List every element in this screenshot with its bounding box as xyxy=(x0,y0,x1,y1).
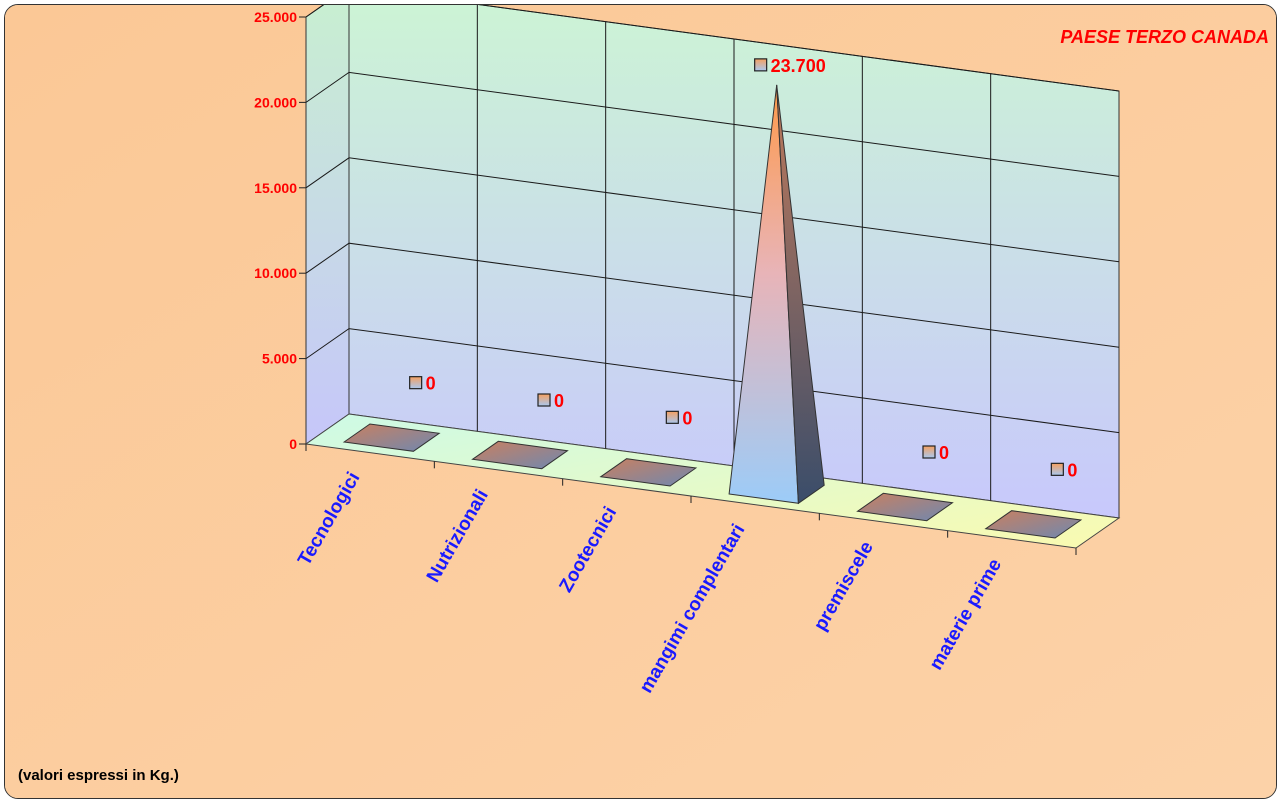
bar-0 xyxy=(342,423,441,452)
bar-side xyxy=(776,84,825,505)
y-tick-label: 15.000 xyxy=(254,180,297,196)
gridlines xyxy=(305,5,1120,501)
legend-key-marker xyxy=(1050,462,1064,476)
chart-svg: 0 5.000 10.000 15.000 20.000 25.000 0 0 0 23.700… xyxy=(5,5,1276,798)
side-wall xyxy=(305,5,350,445)
legend-key-marker xyxy=(665,410,679,424)
bar-4 xyxy=(856,492,954,522)
legend-key-marker xyxy=(754,58,768,72)
legend-key-marker xyxy=(409,376,423,390)
bar-2 xyxy=(599,458,698,487)
y-tick-label: 0 xyxy=(289,436,297,452)
data-label: 0 xyxy=(554,391,564,411)
data-label: 0 xyxy=(939,443,949,463)
bars xyxy=(342,84,1083,539)
bar-1 xyxy=(471,440,569,470)
y-tick-label: 5.000 xyxy=(262,351,297,367)
y-axis: 0 5.000 10.000 15.000 20.000 25.000 xyxy=(254,9,1077,555)
chart-title: PAESE TERZO CANADA xyxy=(1060,27,1269,47)
y-tick-label: 10.000 xyxy=(254,265,297,281)
units-note: (valori espressi in Kg.) xyxy=(18,767,179,784)
bar-5 xyxy=(984,510,1083,539)
data-label: 0 xyxy=(426,374,436,394)
legend-key-marker xyxy=(537,393,551,407)
data-label: 23.700 xyxy=(771,56,826,76)
y-tick-label: 20.000 xyxy=(254,94,297,110)
chart-frame: 0 5.000 10.000 15.000 20.000 25.000 0 0 0 23.700… xyxy=(4,4,1277,799)
data-label: 0 xyxy=(682,408,692,428)
data-label: 0 xyxy=(1067,460,1077,480)
data-markers: 0 0 0 23.700 0 0 xyxy=(409,56,1077,480)
y-tick-label: 25.000 xyxy=(254,9,297,25)
legend-key-marker xyxy=(922,445,936,459)
